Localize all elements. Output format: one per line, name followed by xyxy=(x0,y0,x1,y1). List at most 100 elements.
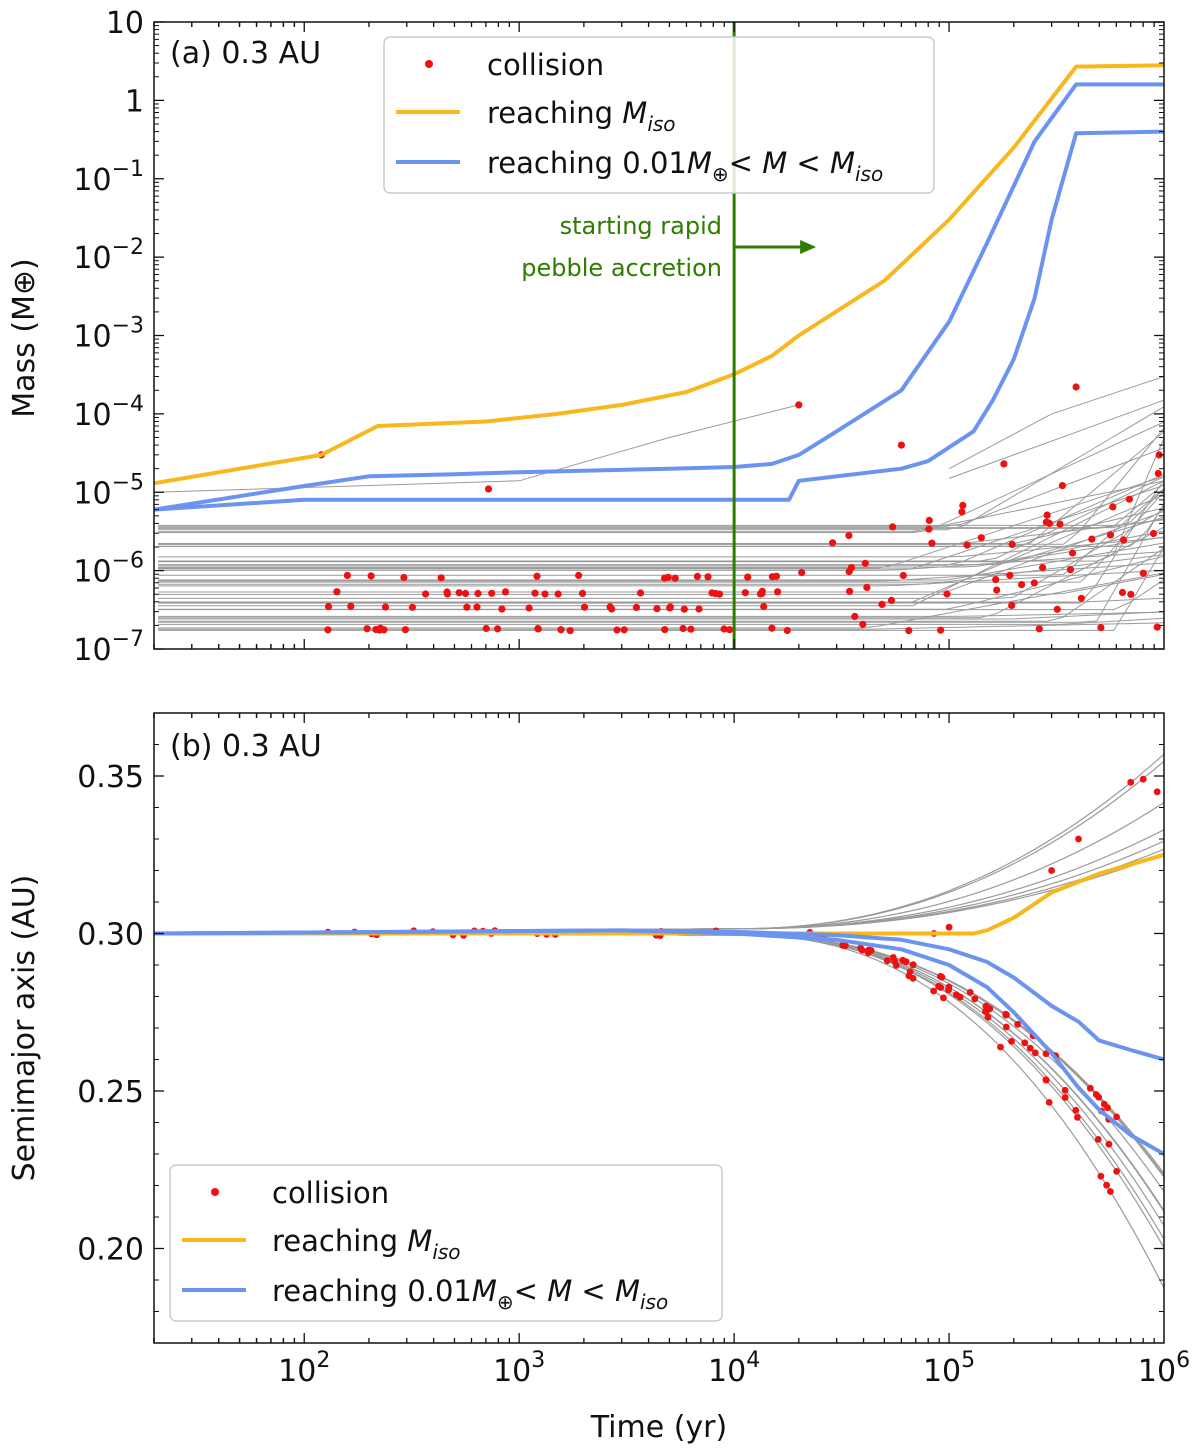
mass-track xyxy=(158,406,1164,531)
collision-point xyxy=(945,923,953,931)
collision-point xyxy=(1153,623,1161,631)
collision-point xyxy=(1113,1168,1120,1175)
collision-point xyxy=(488,589,496,597)
collision-point xyxy=(333,588,341,596)
collision-point xyxy=(883,957,891,965)
collision-point xyxy=(958,508,966,516)
collision-point xyxy=(1127,590,1135,598)
rapid-accretion-arrowhead xyxy=(800,240,817,254)
legend-b-collision-label: collision xyxy=(272,1176,389,1210)
legend-a: collision reaching Miso reaching 0.01M⊕<… xyxy=(383,36,935,194)
collision-point xyxy=(1127,778,1135,786)
collision-point xyxy=(977,534,985,542)
mass-track xyxy=(158,547,1164,622)
collision-point xyxy=(867,947,875,954)
axis-track xyxy=(158,932,1164,1176)
collision-point xyxy=(632,603,641,612)
collision-point xyxy=(760,602,768,611)
collision-point xyxy=(1105,1140,1113,1148)
collision-points-b xyxy=(324,775,1161,1195)
collision-point xyxy=(889,523,897,531)
axis-track xyxy=(158,760,1164,935)
collision-point xyxy=(845,531,853,540)
collision-point xyxy=(744,573,752,581)
xlabel: Time (yr) xyxy=(590,1410,727,1445)
y-tick-label: 0.30 xyxy=(77,918,144,953)
collision-point xyxy=(1045,1099,1053,1106)
collision-point xyxy=(1097,624,1105,632)
collision-point xyxy=(680,605,688,613)
collision-point xyxy=(847,564,856,572)
panel-b: 102 103 104 105 106 0.20 0.25 0.30 0.35 (b) 0.3 … xyxy=(7,712,1190,1445)
collision-point xyxy=(501,588,510,596)
collision-point xyxy=(774,588,782,596)
mass-track xyxy=(158,503,1164,623)
collision-point xyxy=(1077,594,1085,602)
mass-track xyxy=(158,483,1164,529)
axis-track xyxy=(158,853,1164,935)
collision-point xyxy=(367,572,375,580)
y-tick-label: 10−5 xyxy=(73,470,144,511)
mass-track xyxy=(154,404,799,493)
collision-point xyxy=(554,590,562,598)
legend-a-collision-marker xyxy=(425,60,433,68)
collision-point xyxy=(1153,788,1161,796)
collision-point xyxy=(1120,536,1128,544)
collision-point xyxy=(1058,482,1066,490)
mass-track xyxy=(158,488,1164,529)
y-tick-label: 0.25 xyxy=(77,1075,144,1110)
collision-point xyxy=(534,624,542,633)
mass-track xyxy=(158,504,1164,547)
collision-point xyxy=(1014,1020,1022,1028)
collision-point xyxy=(580,603,589,611)
collision-point xyxy=(1086,1084,1094,1092)
collision-point xyxy=(1088,535,1096,543)
mass-track xyxy=(158,518,1164,526)
collision-point xyxy=(1074,1114,1081,1121)
mass-track xyxy=(948,376,1164,470)
background-tracks-a xyxy=(154,376,1164,631)
collision-point xyxy=(906,968,914,976)
collision-point xyxy=(1092,1091,1100,1098)
annotation-line-1: starting rapid xyxy=(560,212,722,240)
collision-point xyxy=(455,589,463,597)
mass-track xyxy=(158,542,1164,581)
collision-point xyxy=(851,612,859,621)
collision-point xyxy=(1042,518,1050,526)
collision-point xyxy=(892,961,900,969)
mass-track xyxy=(158,480,1164,533)
ticks-b: 102 103 104 105 106 0.20 0.25 0.30 0.35 xyxy=(77,713,1190,1389)
collision-point xyxy=(636,589,645,597)
collision-point xyxy=(795,401,803,409)
collision-point xyxy=(324,626,332,634)
collision-point xyxy=(653,605,661,613)
collision-point xyxy=(704,573,712,581)
collision-point xyxy=(381,603,390,611)
collision-point xyxy=(525,604,533,612)
collision-point xyxy=(666,604,674,612)
legend-a-box xyxy=(383,36,935,194)
collision-point xyxy=(861,559,869,567)
mass-track xyxy=(158,526,1164,619)
ylabel-b: Semimajor axis (AU) xyxy=(7,875,42,1182)
legend-b-collision-marker xyxy=(211,1188,219,1196)
legend-a-miso-label: reaching Miso xyxy=(487,96,676,136)
axis-track xyxy=(158,932,1164,1174)
x-tick-label: 103 xyxy=(493,1348,545,1389)
collision-point xyxy=(400,573,408,582)
collision-point xyxy=(1018,581,1026,589)
y-tick-label: 10−4 xyxy=(73,392,144,433)
collision-point xyxy=(982,1008,989,1015)
collision-point xyxy=(863,583,871,592)
collision-point xyxy=(1053,605,1061,613)
ylabel-a: Mass (M⊕) xyxy=(7,258,42,418)
collision-point xyxy=(1042,1076,1050,1084)
collision-point xyxy=(756,590,765,598)
collision-point xyxy=(482,624,490,633)
legend-a-mid-label: reaching 0.01M⊕< M < Miso xyxy=(487,146,883,186)
collision-point xyxy=(1008,1038,1015,1045)
collision-point xyxy=(899,571,907,580)
collision-point xyxy=(937,984,945,991)
collision-point xyxy=(857,944,864,952)
